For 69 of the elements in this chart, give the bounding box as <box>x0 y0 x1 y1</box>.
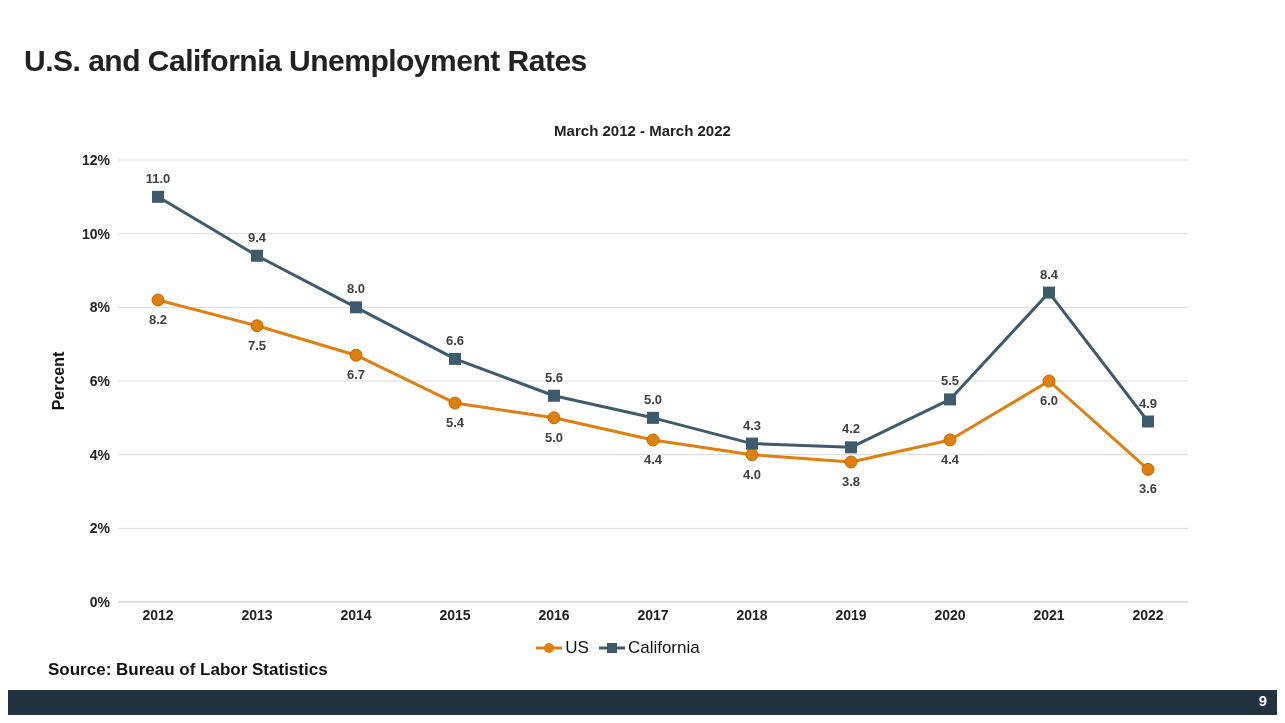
y-tick-label: 2% <box>89 520 111 537</box>
data-label: 4.4 <box>643 451 663 467</box>
y-tick-label: 10% <box>81 225 111 242</box>
text: 9 <box>1258 692 1267 709</box>
point <box>745 448 759 462</box>
data-label: 6.6 <box>445 332 465 348</box>
legend-label: California <box>626 638 700 658</box>
data-label: 11.0 <box>145 170 171 186</box>
point <box>845 441 857 454</box>
point <box>1142 415 1154 428</box>
point <box>449 352 461 365</box>
point <box>746 437 758 450</box>
chart-subtitle: March 2012 - March 2022 <box>553 122 732 139</box>
data-label: 4.3 <box>742 417 762 433</box>
point <box>350 301 362 314</box>
point <box>944 393 956 406</box>
data-label: 5.4 <box>445 415 465 431</box>
x-tick-label: 2018 <box>736 606 768 623</box>
point <box>548 389 560 402</box>
point <box>349 348 363 362</box>
data-label: 6.7 <box>346 367 366 383</box>
data-label: 5.0 <box>544 429 564 445</box>
data-label: 4.4 <box>940 451 960 467</box>
chart-title: U.S. and California Unemployment Rates <box>24 44 587 78</box>
data-label: 4.0 <box>742 466 762 482</box>
y-tick-label: 8% <box>89 299 111 316</box>
x-tick-label: 2012 <box>142 606 174 623</box>
point <box>1141 462 1155 476</box>
point <box>646 433 660 447</box>
point <box>250 319 264 333</box>
point <box>1042 374 1056 388</box>
data-label: 8.4 <box>1039 266 1059 282</box>
point <box>1043 286 1055 299</box>
x-tick-label: 2020 <box>934 606 966 623</box>
data-label: 4.2 <box>841 421 861 437</box>
y-tick-label: 6% <box>89 372 111 389</box>
data-label: 5.6 <box>544 369 564 385</box>
data-label: 4.9 <box>1138 395 1158 411</box>
x-tick-label: 2016 <box>538 606 570 623</box>
data-label: 8.2 <box>148 311 168 327</box>
data-label: 7.5 <box>247 337 267 353</box>
source-note: Source: Bureau of Labor Statistics <box>48 660 328 680</box>
data-label: 8.0 <box>346 281 366 297</box>
x-tick-label: 2014 <box>340 606 372 623</box>
point <box>647 411 659 424</box>
x-tick-label: 2017 <box>637 606 669 623</box>
x-tick-label: 2019 <box>835 606 867 623</box>
x-tick-label: 2013 <box>241 606 273 623</box>
x-tick-label: 2022 <box>1132 606 1164 623</box>
data-label: 5.5 <box>940 373 960 389</box>
y-tick-label: 0% <box>89 593 111 610</box>
point <box>151 293 165 307</box>
data-label: 3.8 <box>841 474 861 490</box>
y-tick-label: 12% <box>81 151 111 168</box>
point <box>152 190 164 203</box>
point <box>844 455 858 469</box>
data-label: 3.6 <box>1138 481 1158 497</box>
data-label: 9.4 <box>247 229 267 245</box>
point <box>448 396 462 410</box>
legend-label: US <box>564 638 589 658</box>
point <box>943 433 957 447</box>
y-axis-title: Percent <box>49 350 67 411</box>
data-label: 5.0 <box>643 391 663 407</box>
point <box>547 411 561 425</box>
point <box>251 249 263 262</box>
x-tick-label: 2021 <box>1033 606 1065 623</box>
data-label: 6.0 <box>1039 393 1059 408</box>
y-tick-label: 4% <box>89 446 111 463</box>
x-tick-label: 2015 <box>439 606 471 623</box>
